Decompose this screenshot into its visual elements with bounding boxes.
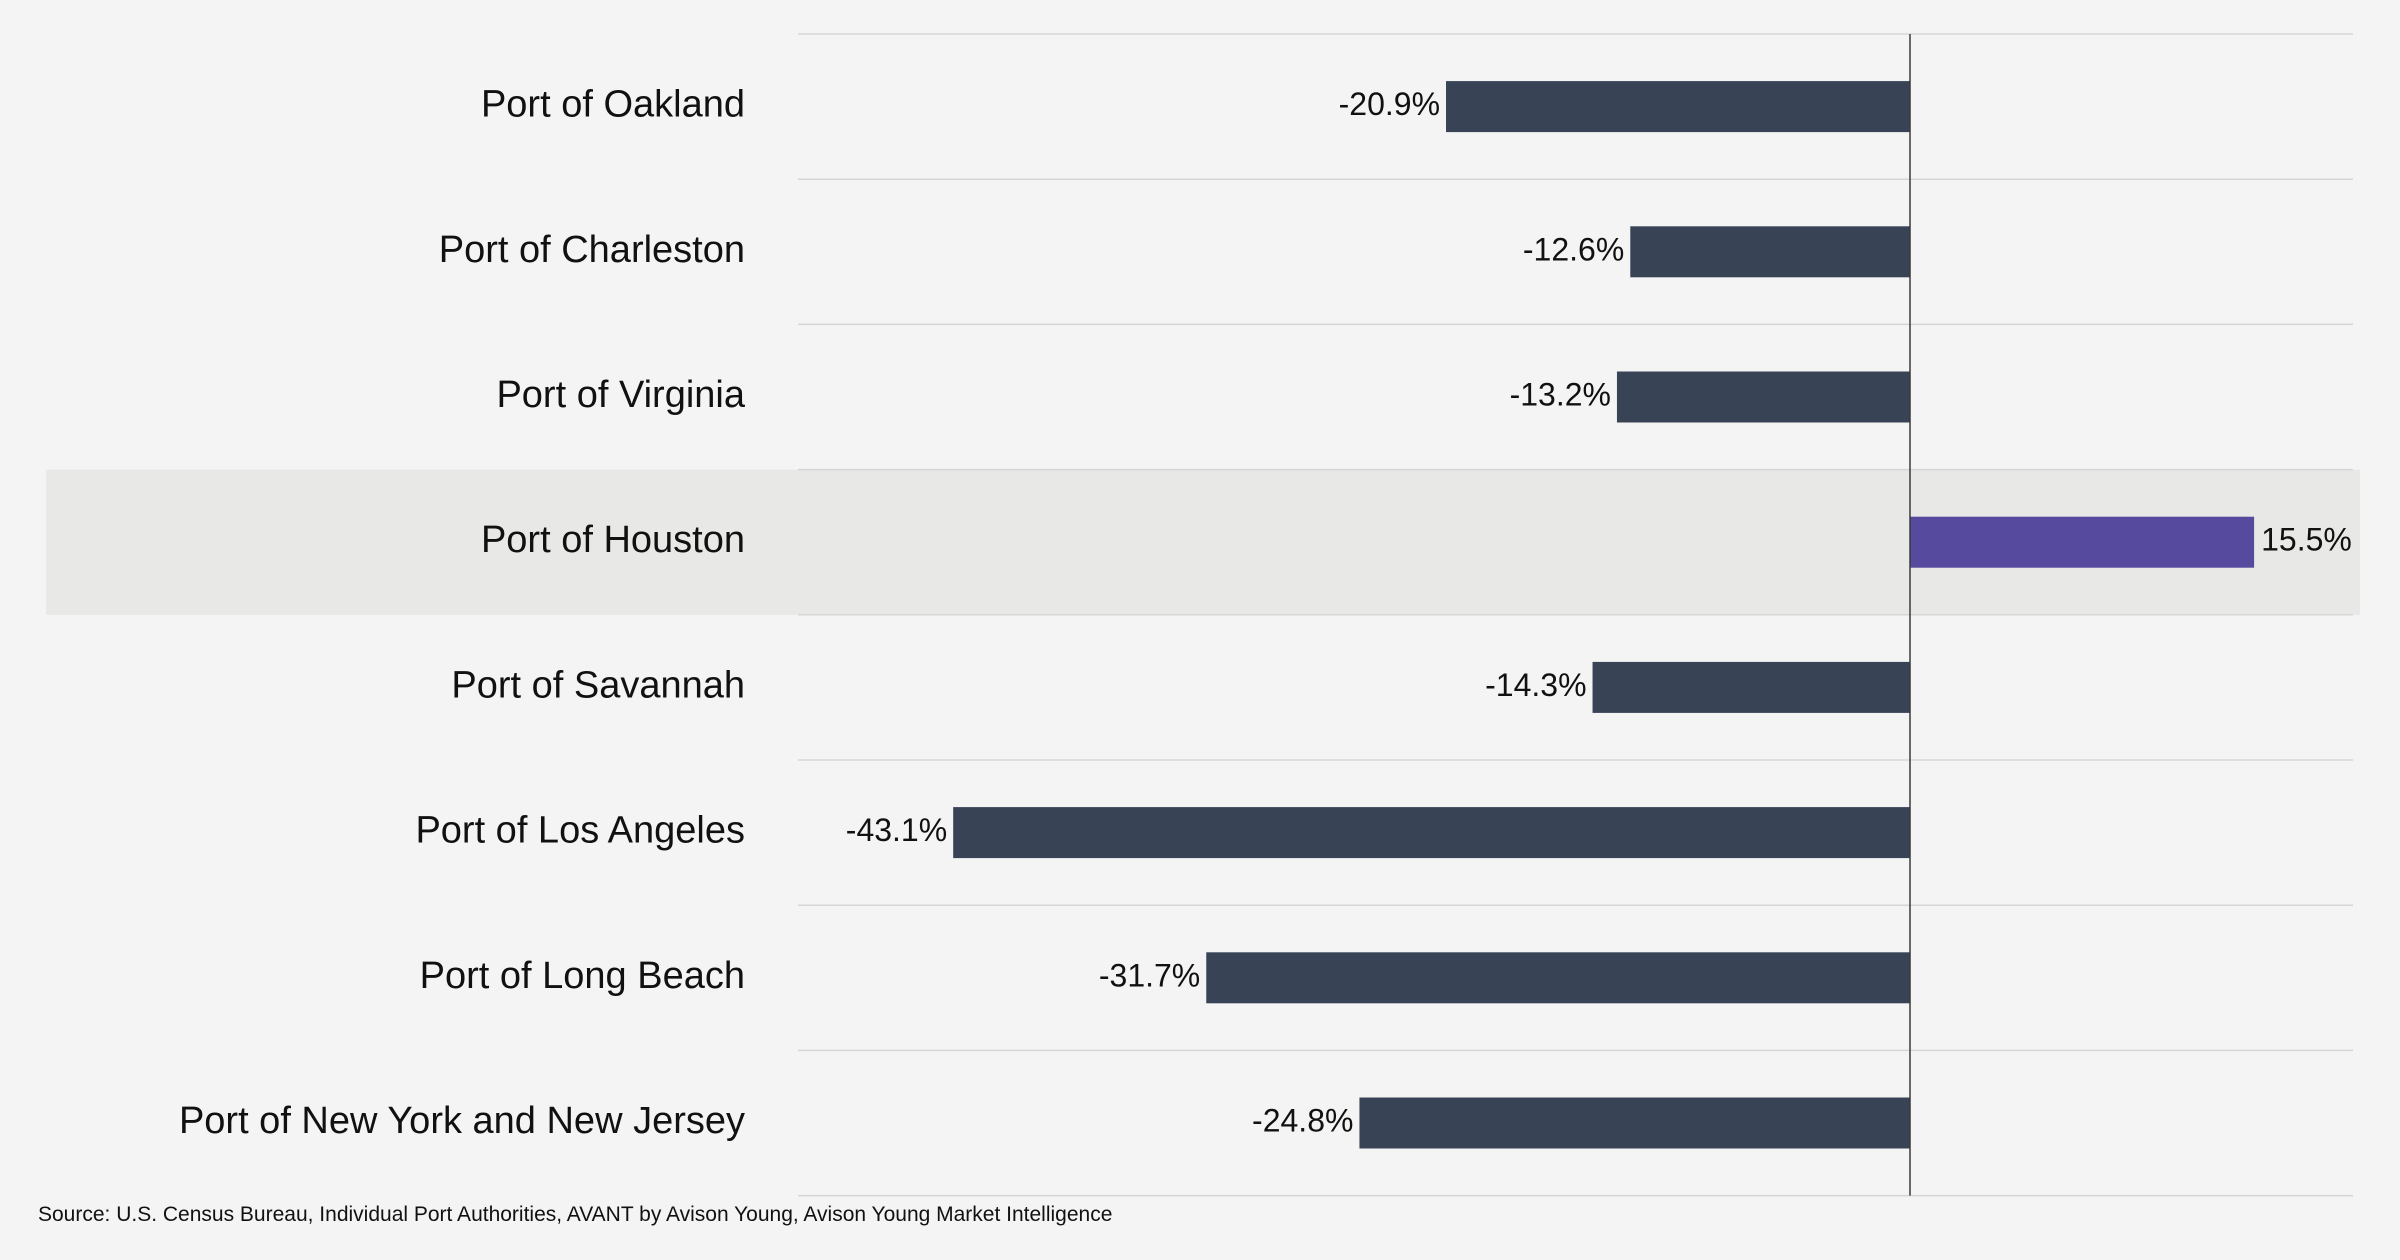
bar	[1910, 516, 2255, 568]
value-label: -14.3%	[1485, 667, 1586, 703]
bar	[1616, 371, 1910, 423]
bar	[1206, 952, 1910, 1004]
bar	[1592, 661, 1910, 713]
bar	[953, 807, 1910, 859]
value-label: -20.9%	[1339, 86, 1440, 122]
value-label: -12.6%	[1523, 231, 1624, 267]
bar	[1359, 1097, 1910, 1149]
bar	[1446, 81, 1910, 133]
value-label: -24.8%	[1252, 1102, 1353, 1138]
bar	[1630, 226, 1910, 278]
category-label: Port of Oakland	[481, 84, 745, 126]
category-label: Port of Los Angeles	[415, 810, 745, 852]
category-label: Port of Savannah	[451, 664, 745, 706]
value-label: 15.5%	[2261, 522, 2352, 558]
value-label: -43.1%	[846, 812, 947, 848]
category-label: Port of New York and New Jersey	[179, 1100, 745, 1142]
category-label: Port of Long Beach	[420, 955, 745, 997]
value-label: -31.7%	[1099, 957, 1200, 993]
category-label: Port of Houston	[481, 519, 745, 561]
category-label: Port of Charleston	[439, 229, 745, 271]
source-note: Source: U.S. Census Bureau, Individual P…	[38, 1203, 1113, 1226]
value-label: -13.2%	[1510, 376, 1611, 412]
category-label: Port of Virginia	[496, 374, 745, 416]
